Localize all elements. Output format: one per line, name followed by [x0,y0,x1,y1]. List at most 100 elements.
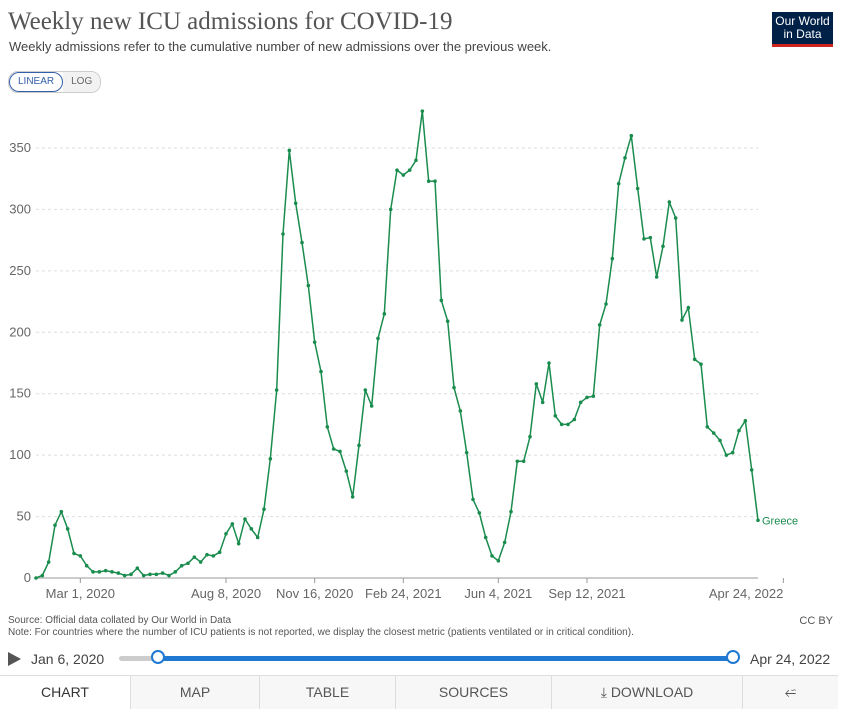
data-point[interactable] [293,201,298,206]
data-point[interactable] [167,573,171,578]
data-point[interactable] [46,560,51,564]
data-point[interactable] [471,497,475,502]
data-point[interactable] [635,186,640,191]
data-point[interactable] [673,216,678,220]
data-point[interactable] [572,417,577,422]
data-point[interactable] [724,453,729,457]
data-point[interactable] [141,573,146,578]
data-point[interactable] [91,570,95,574]
data-point[interactable] [559,422,564,427]
data-point[interactable] [211,554,216,558]
data-point[interactable] [597,323,602,327]
data-point[interactable] [401,173,406,177]
tab-download[interactable]: ⤓ DOWNLOAD [551,676,742,709]
data-point[interactable] [591,394,596,398]
data-point[interactable] [540,400,545,405]
data-point[interactable] [749,468,754,472]
data-point[interactable] [65,527,70,531]
data-point[interactable] [629,133,634,138]
data-point[interactable] [585,395,589,400]
data-point[interactable] [325,425,330,429]
data-point[interactable] [388,207,393,212]
data-point[interactable] [53,523,57,527]
data-point[interactable] [604,302,608,306]
data-point[interactable] [350,495,355,499]
data-point[interactable] [756,518,760,523]
data-point[interactable] [737,428,741,433]
data-point[interactable] [433,179,437,183]
data-point[interactable] [255,535,260,540]
data-point[interactable] [300,240,304,245]
tab-map[interactable]: MAP [130,676,259,709]
data-point[interactable] [72,551,76,556]
data-point[interactable] [623,156,627,160]
data-point[interactable] [249,527,254,531]
data-point[interactable] [718,438,722,443]
data-point[interactable] [224,531,228,536]
data-point[interactable] [129,572,133,577]
data-point[interactable] [198,560,203,564]
data-point[interactable] [654,275,659,279]
data-point[interactable] [439,298,444,303]
data-point[interactable] [103,568,108,573]
data-point[interactable] [319,369,323,374]
data-point[interactable] [186,561,190,566]
data-point[interactable] [680,318,684,322]
data-point[interactable] [274,388,279,392]
owid-logo[interactable]: Our World in Data [772,12,833,47]
data-point[interactable] [34,576,38,580]
data-point[interactable] [382,312,387,316]
data-point[interactable] [445,319,450,324]
data-point[interactable] [610,256,615,261]
data-point[interactable] [547,361,551,365]
data-point[interactable] [743,418,748,423]
data-point[interactable] [78,554,83,558]
data-point[interactable] [148,572,152,577]
data-point[interactable] [135,566,140,570]
data-point[interactable] [281,232,285,236]
data-point[interactable] [502,540,507,545]
data-point[interactable] [268,457,273,461]
data-point[interactable] [116,571,121,575]
data-point[interactable] [420,109,425,113]
data-point[interactable] [464,450,469,455]
data-point[interactable] [496,559,501,563]
data-point[interactable] [509,509,513,514]
data-point[interactable] [414,158,418,163]
data-point[interactable] [566,422,570,427]
data-point[interactable] [699,362,703,367]
data-point[interactable] [667,200,672,204]
tab-sources[interactable]: SOURCES [395,676,551,709]
license-link[interactable]: CC BY [799,615,833,627]
data-point[interactable] [217,550,222,554]
data-point[interactable] [686,305,691,310]
data-point[interactable] [395,168,399,172]
data-point[interactable] [59,509,64,514]
data-point[interactable] [312,340,317,344]
data-point[interactable] [490,554,494,558]
timeline-end-handle[interactable] [726,650,740,664]
data-point[interactable] [477,511,482,515]
data-point[interactable] [236,541,241,546]
data-point[interactable] [376,336,380,341]
log-scale-button[interactable]: LOG [63,72,101,92]
data-point[interactable] [705,425,710,429]
timeline-start-handle[interactable] [151,650,165,664]
data-point[interactable] [648,235,653,240]
data-point[interactable] [344,469,349,473]
data-point[interactable] [711,431,716,435]
data-point[interactable] [205,552,209,557]
data-point[interactable] [338,449,342,454]
data-point[interactable] [40,573,45,578]
data-point[interactable] [616,181,621,186]
data-point[interactable] [306,283,311,288]
data-point[interactable] [97,570,102,574]
play-icon[interactable] [8,652,21,666]
tab-chart[interactable]: CHART [0,676,130,709]
tab-table[interactable]: TABLE [259,676,395,709]
data-point[interactable] [363,388,368,392]
data-point[interactable] [179,563,184,568]
data-point[interactable] [515,459,520,464]
data-point[interactable] [407,168,412,172]
data-point[interactable] [331,447,336,451]
